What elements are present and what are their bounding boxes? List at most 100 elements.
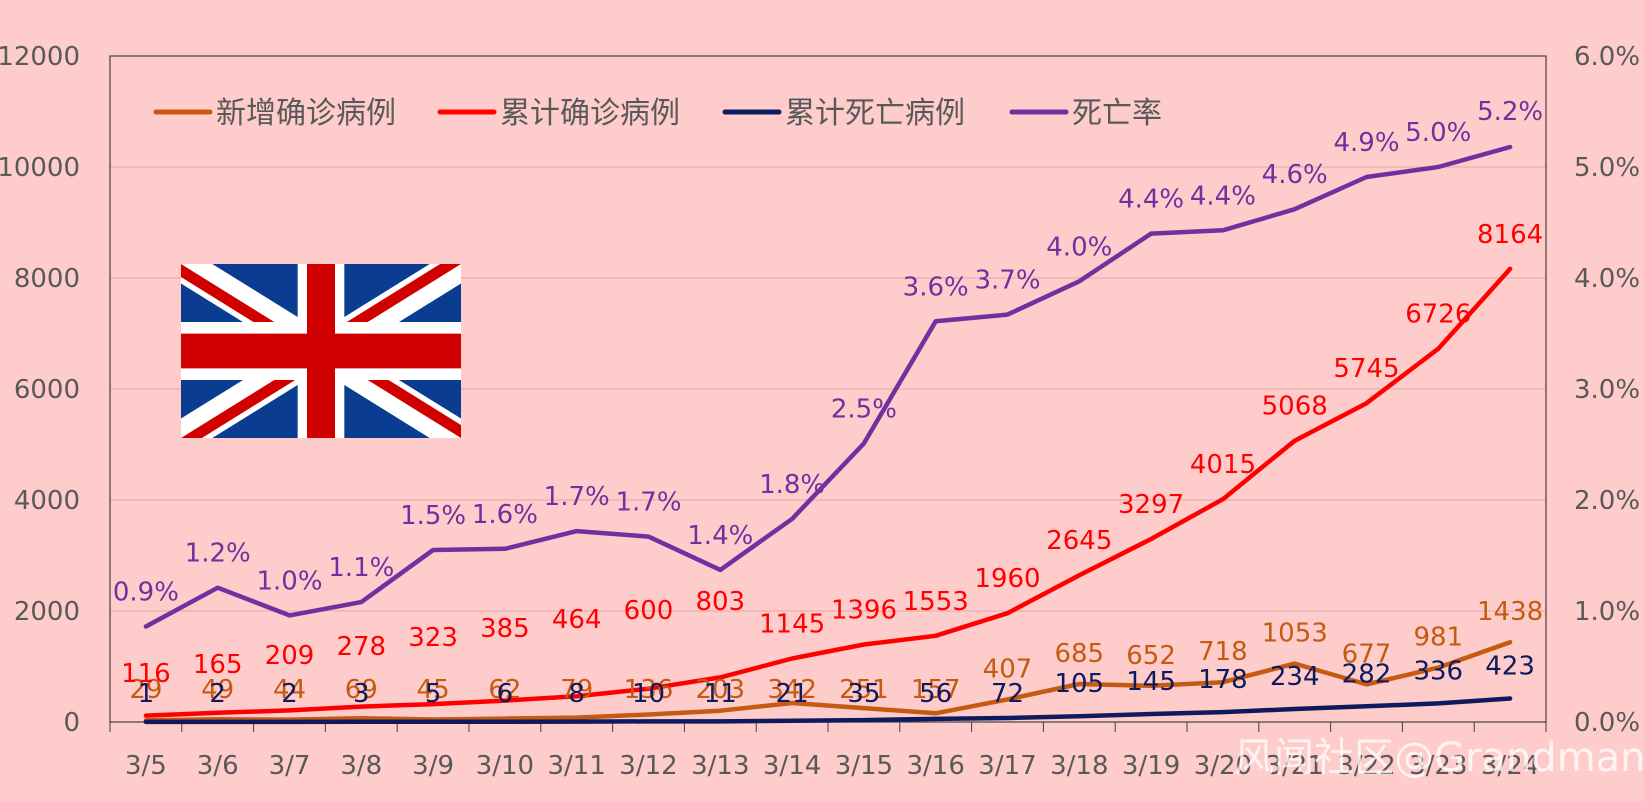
data-label: 600: [624, 596, 674, 626]
series-line: [143, 639, 1513, 723]
union-jack-flag: [181, 264, 461, 438]
x-tick-label: 3/18: [1050, 751, 1108, 781]
data-label: 3.7%: [974, 266, 1040, 296]
y-right-tick-label: 6.0%: [1574, 42, 1640, 72]
x-tick-label: 3/7: [269, 751, 311, 781]
data-label: 8164: [1477, 220, 1543, 250]
data-label: 1.5%: [400, 501, 466, 531]
x-tick-label: 3/16: [907, 751, 965, 781]
data-label: 1438: [1477, 597, 1543, 627]
data-label: 282: [1342, 659, 1392, 689]
x-tick-label: 3/19: [1122, 751, 1180, 781]
data-label: 323: [408, 623, 458, 653]
data-label: 49: [201, 675, 234, 705]
data-label: 136: [624, 675, 674, 705]
data-label: 1.4%: [687, 521, 753, 551]
series-line: [143, 266, 1513, 718]
data-label: 685: [1054, 639, 1104, 669]
data-label: 209: [265, 641, 315, 671]
data-label: 145: [1126, 667, 1176, 697]
y-right-tick-label: 3.0%: [1574, 375, 1640, 405]
data-label: 0.9%: [113, 578, 179, 608]
data-label: 4.0%: [1046, 232, 1112, 262]
data-label: 79: [560, 675, 593, 705]
data-label: 116: [121, 659, 171, 689]
data-label: 72: [991, 679, 1024, 709]
data-label: 45: [417, 675, 450, 705]
data-label: 385: [480, 614, 530, 644]
x-tick-label: 3/11: [548, 751, 606, 781]
data-label: 1.2%: [185, 539, 251, 569]
legend-item: 死亡率: [1009, 96, 1162, 131]
legend-label: 累计死亡病例: [785, 96, 965, 131]
data-label: 1553: [903, 587, 969, 617]
data-label: 1.7%: [615, 488, 681, 518]
data-label: 2645: [1046, 526, 1112, 556]
data-label: 1.8%: [759, 470, 825, 500]
data-label: 464: [552, 605, 602, 635]
x-tick-label: 3/15: [835, 751, 893, 781]
data-label: 4.4%: [1118, 185, 1184, 215]
x-tick-label: 3/6: [197, 751, 239, 781]
data-label: 3: [353, 679, 370, 709]
data-label: 105: [1054, 669, 1104, 699]
data-label: 4.6%: [1262, 160, 1328, 190]
data-label: 5: [425, 679, 442, 709]
x-tick-label: 3/14: [763, 751, 821, 781]
y-right-tick-label: 2.0%: [1574, 486, 1640, 516]
data-label: 3297: [1118, 490, 1184, 520]
x-tick-label: 3/21: [1266, 751, 1324, 781]
data-label: 6726: [1405, 300, 1471, 330]
x-tick-label: 3/10: [476, 751, 534, 781]
data-label: 251: [839, 675, 889, 705]
data-label: 652: [1126, 641, 1176, 671]
y-left-tick-label: 0: [63, 708, 80, 738]
data-label: 278: [336, 632, 386, 662]
y-left-tick-label: 4000: [14, 486, 80, 516]
data-label: 6: [497, 679, 514, 709]
legend-item: 累计死亡病例: [722, 96, 965, 131]
legend-label: 死亡率: [1072, 96, 1162, 131]
data-label: 1.0%: [256, 566, 322, 596]
x-tick-label: 3/24: [1481, 751, 1539, 781]
data-label: 62: [488, 675, 521, 705]
data-label: 1145: [759, 609, 825, 639]
series-line: [143, 696, 1513, 725]
data-label: 29: [129, 675, 162, 705]
y-left-tick-label: 8000: [14, 264, 80, 294]
data-label: 342: [767, 675, 817, 705]
data-label: 234: [1270, 662, 1320, 692]
data-label: 5068: [1262, 392, 1328, 422]
data-label: 178: [1198, 665, 1248, 695]
data-label: 407: [983, 654, 1033, 684]
data-label: 2: [281, 679, 298, 709]
series-lines: [143, 144, 1513, 725]
data-label: 5.0%: [1405, 118, 1471, 148]
x-tick-label: 3/22: [1337, 751, 1395, 781]
x-tick-label: 3/23: [1409, 751, 1467, 781]
y-left-tick-label: 6000: [14, 375, 80, 405]
y-left-tick-label: 10000: [0, 153, 80, 183]
data-label: 1.1%: [328, 553, 394, 583]
legend-item: 新增确诊病例: [153, 96, 396, 131]
y-left-tick-label: 2000: [14, 597, 80, 627]
data-label: 4.9%: [1333, 128, 1399, 158]
data-label: 336: [1413, 656, 1463, 686]
data-label: 5.2%: [1477, 97, 1543, 127]
data-label: 1960: [974, 564, 1040, 594]
data-label: 2.5%: [831, 394, 897, 424]
data-label: 35: [847, 679, 880, 709]
data-label: 21: [776, 679, 809, 709]
data-label: 44: [273, 675, 306, 705]
data-label: 1.6%: [472, 500, 538, 530]
x-tick-label: 3/13: [691, 751, 749, 781]
data-label: 69: [345, 675, 378, 705]
data-label: 981: [1413, 623, 1463, 653]
watermark-text: 风闻社区@Grandman: [1234, 735, 1644, 781]
y-right-tick-label: 4.0%: [1574, 264, 1640, 294]
y-right-tick-label: 1.0%: [1574, 597, 1640, 627]
data-label: 1396: [831, 596, 897, 626]
y-left-tick-label: 12000: [0, 42, 80, 72]
